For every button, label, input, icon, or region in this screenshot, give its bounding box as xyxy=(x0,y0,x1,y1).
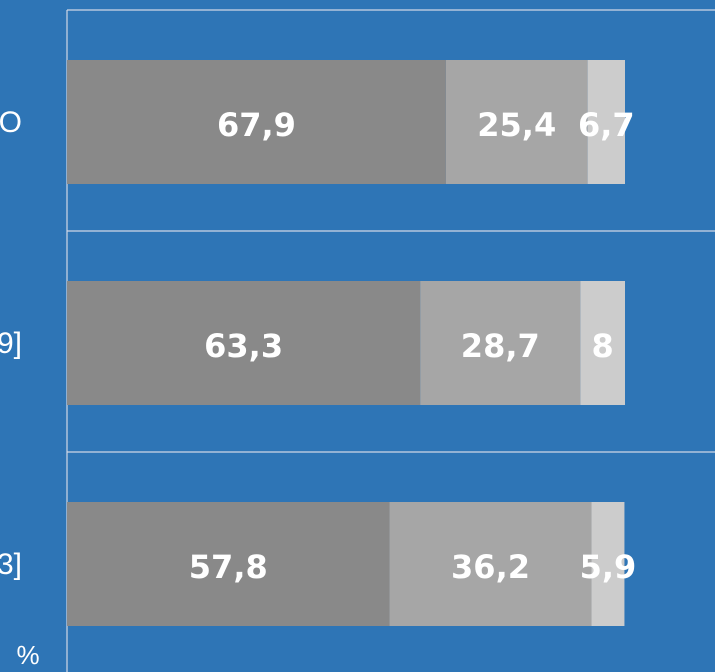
bar-segment xyxy=(445,60,588,184)
data-label: 6,7 xyxy=(578,106,635,144)
bar-segment xyxy=(591,502,625,626)
data-label: 28,7 xyxy=(461,327,540,365)
category-label: 9] xyxy=(0,327,22,360)
bars xyxy=(67,60,625,626)
bar-segment xyxy=(580,281,625,405)
bar-segment xyxy=(67,60,446,184)
data-label: 63,3 xyxy=(204,327,283,365)
data-label: 25,4 xyxy=(477,106,556,144)
bar-segment xyxy=(389,502,592,626)
category-label: O xyxy=(0,106,22,139)
bar-segment xyxy=(67,502,390,626)
data-label: 5,9 xyxy=(580,548,637,586)
data-label: 57,8 xyxy=(189,548,268,586)
category-labels: O 9] 3] xyxy=(0,106,22,581)
data-label: 8 xyxy=(592,327,614,365)
bar-segment xyxy=(420,281,581,405)
unit-label: % xyxy=(16,640,39,670)
data-label: 67,9 xyxy=(217,106,296,144)
data-label: 36,2 xyxy=(451,548,530,586)
bar-segment xyxy=(67,281,421,405)
category-label: 3] xyxy=(0,548,22,581)
data-labels: 67,9 25,4 6,7 63,3 28,7 8 57,8 36,2 5,9 xyxy=(189,106,637,586)
bar-segment xyxy=(587,60,625,184)
